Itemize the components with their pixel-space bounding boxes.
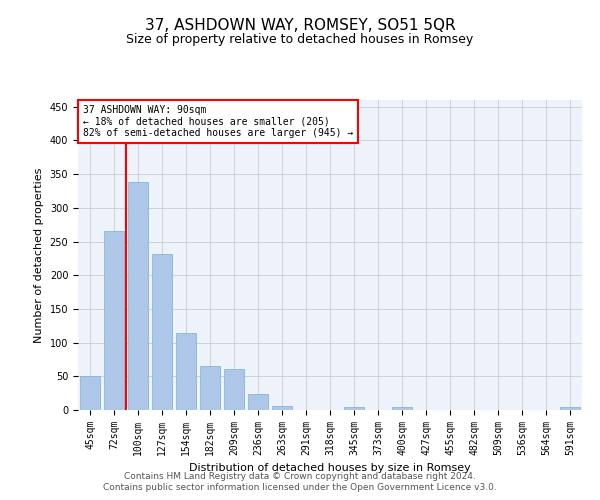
Text: Contains public sector information licensed under the Open Government Licence v3: Contains public sector information licen… (103, 484, 497, 492)
Bar (176, 333, 196, 410)
Text: Contains HM Land Registry data © Crown copyright and database right 2024.: Contains HM Land Registry data © Crown c… (124, 472, 476, 481)
Bar (224, 369, 244, 410)
X-axis label: Distribution of detached houses by size in Romsey: Distribution of detached houses by size … (189, 464, 471, 473)
Bar (104, 232, 124, 410)
Text: 37 ASHDOWN WAY: 90sqm
← 18% of detached houses are smaller (205)
82% of semi-det: 37 ASHDOWN WAY: 90sqm ← 18% of detached … (83, 104, 353, 138)
Bar (272, 406, 292, 410)
Bar (392, 408, 412, 410)
Bar (128, 182, 148, 410)
Bar (200, 366, 220, 410)
Text: 37, ASHDOWN WAY, ROMSEY, SO51 5QR: 37, ASHDOWN WAY, ROMSEY, SO51 5QR (145, 18, 455, 32)
Bar (80, 376, 100, 410)
Bar (344, 408, 364, 410)
Bar (152, 254, 172, 410)
Text: Size of property relative to detached houses in Romsey: Size of property relative to detached ho… (127, 32, 473, 46)
Bar (560, 408, 580, 410)
Y-axis label: Number of detached properties: Number of detached properties (34, 168, 44, 342)
Bar (248, 394, 268, 410)
